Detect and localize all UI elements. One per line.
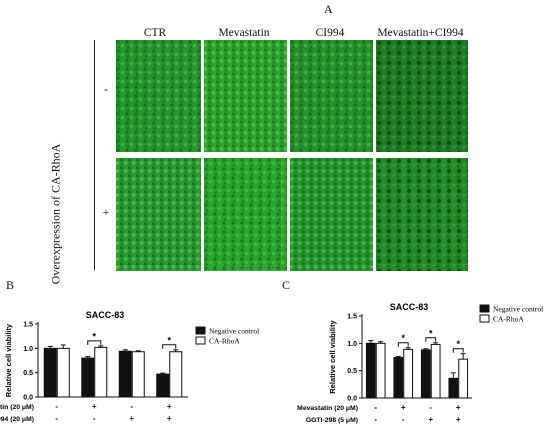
- chart-c-legend-label-0: Negative control: [493, 305, 543, 314]
- micrograph-ci994-plus: [290, 158, 373, 271]
- panel-a-letter: A: [324, 2, 333, 16]
- row-label-minus: -: [104, 82, 108, 96]
- column-header-ci994: CI994: [315, 27, 345, 39]
- chart-b-legend-label-0: Negative control: [209, 327, 259, 336]
- chart-c-treat-0-2: -: [429, 403, 432, 412]
- chart-c-bar-1-0: [375, 342, 386, 399]
- chart-c-bar-0-3: [448, 377, 459, 399]
- chart-c-sig-star-3: *: [456, 339, 460, 349]
- chart-c-legend-swatch-1: [479, 314, 490, 323]
- chart-b-title: SACC-83: [86, 310, 125, 320]
- chart-b-ylabel: Relative cell viability: [4, 323, 13, 397]
- micrograph-ctr-minus: [116, 40, 201, 152]
- chart-c-treat-label-0: Mevastatin (20 μM): [297, 405, 358, 412]
- chart-b-sig-star-1: *: [92, 331, 96, 341]
- chart-b-bar-1-2: [131, 351, 145, 398]
- micrograph-mevastatin-minus: [204, 40, 287, 152]
- chart-c-treat-0-1: +: [401, 403, 406, 412]
- chart-c-sig-star-2: *: [429, 328, 433, 338]
- chart-b-treat-1-2: +: [129, 414, 134, 423]
- chart-b-bar-0-3: [156, 373, 170, 398]
- chart-b-bar-1-1: [94, 346, 108, 398]
- chart-b: SACC-83 Relative cell viability 0.0 0.5 1.0 1…: [0, 310, 259, 423]
- chart-b-treat-1-0: -: [55, 414, 58, 423]
- chart-c-treat-label-1: GGTI-298 (5 μM): [306, 417, 358, 424]
- micrograph-mevastatin-plus: [204, 158, 287, 271]
- micrograph-grid: [116, 40, 468, 271]
- micrograph-mevastatin-ci994-minus: [376, 40, 468, 152]
- column-header-mevastatin: Mevastatin: [218, 27, 270, 39]
- chart-b-legend-swatch-0: [195, 326, 206, 335]
- chart-b-ytick-label-2: 1.0: [23, 346, 33, 353]
- chart-b-bar-0-0: [43, 347, 57, 398]
- chart-c-sig-bracket-3: [452, 348, 464, 353]
- chart-b-ytick-label-0: 0.0: [23, 395, 33, 402]
- chart-b-bar-0-1: [81, 357, 95, 398]
- chart-b-legend-swatch-1: [195, 336, 206, 345]
- chart-c-ylabel: Relative cell viability: [328, 319, 337, 393]
- chart-c-treat-0-3: +: [456, 403, 461, 412]
- chart-b-sig-star-3: *: [167, 335, 171, 345]
- chart-c-ytick-label-2: 1.0: [347, 341, 357, 348]
- chart-c-ytick-label-1: 0.5: [347, 368, 357, 375]
- chart-c-bar-0-2: [420, 349, 431, 399]
- chart-b-treat-0-2: -: [130, 402, 133, 411]
- chart-b-ytick-label-1: 0.5: [23, 370, 33, 377]
- chart-b-legend-label-1: CA-RhoA: [209, 337, 240, 346]
- chart-c-treat-1-1: -: [402, 415, 405, 424]
- chart-c-bar-1-2: [430, 343, 441, 399]
- chart-c-bar-1-1: [403, 348, 414, 399]
- chart-b-treat-label-1: CI994 (20 μM): [0, 416, 34, 423]
- chart-b-sig-bracket-3: [162, 344, 177, 349]
- chart-b-treat-1-1: -: [93, 414, 96, 423]
- chart-c-treat-1-3: +: [456, 415, 461, 424]
- chart-c-bar-1-3: [458, 358, 469, 399]
- panel-b-letter: B: [6, 278, 15, 292]
- chart-c-ytick-label-0: 0.0: [347, 396, 357, 403]
- chart-c-treat-0-0: -: [374, 403, 377, 412]
- chart-b-sig-bracket-1: [87, 340, 102, 345]
- column-header-mevastatin-ci994: Mevastatin+CI994: [377, 27, 464, 39]
- column-header-ctr: CTR: [143, 27, 167, 39]
- row-label-plus: +: [102, 205, 110, 219]
- chart-c-bar-0-0: [365, 342, 376, 399]
- chart-b-bar-1-0: [56, 347, 70, 398]
- panel-c-letter: C: [282, 278, 291, 292]
- row-axis-line: [94, 40, 95, 270]
- chart-c-legend-label-1: CA-RhoA: [493, 315, 524, 324]
- chart-c-treat-1-0: -: [374, 415, 377, 424]
- chart-b-treat-0-3: +: [167, 402, 172, 411]
- micrograph-ci994-minus: [290, 40, 373, 152]
- chart-b-treat-1-3: +: [167, 414, 172, 423]
- micrograph-ctr-plus: [116, 158, 201, 271]
- chart-c-sig-bracket-2: [425, 337, 437, 342]
- chart-c-legend-swatch-0: [479, 304, 490, 313]
- chart-b-bar-1-3: [169, 351, 183, 398]
- chart-c-title: SACC-83: [390, 302, 429, 312]
- chart-c-sig-bracket-1: [397, 342, 409, 347]
- chart-b-ytick-label-3: 1.5: [23, 322, 33, 329]
- micrograph-mevastatin-ci994-plus: [376, 158, 468, 271]
- chart-c: SACC-83 Relative cell viability 0.0 0.5 1.0 1…: [297, 302, 543, 424]
- chart-c-sig-star-1: *: [401, 333, 405, 343]
- chart-c-treat-1-2: +: [428, 415, 433, 424]
- chart-c-ytick-label-3: 1.5: [347, 314, 357, 321]
- chart-b-treat-label-0: Mevastatin (20 μM): [0, 404, 34, 411]
- chart-b-bar-0-2: [118, 350, 132, 398]
- chart-c-bar-0-1: [393, 357, 404, 399]
- chart-b-treat-0-0: -: [55, 402, 58, 411]
- chart-b-treat-0-1: +: [92, 402, 97, 411]
